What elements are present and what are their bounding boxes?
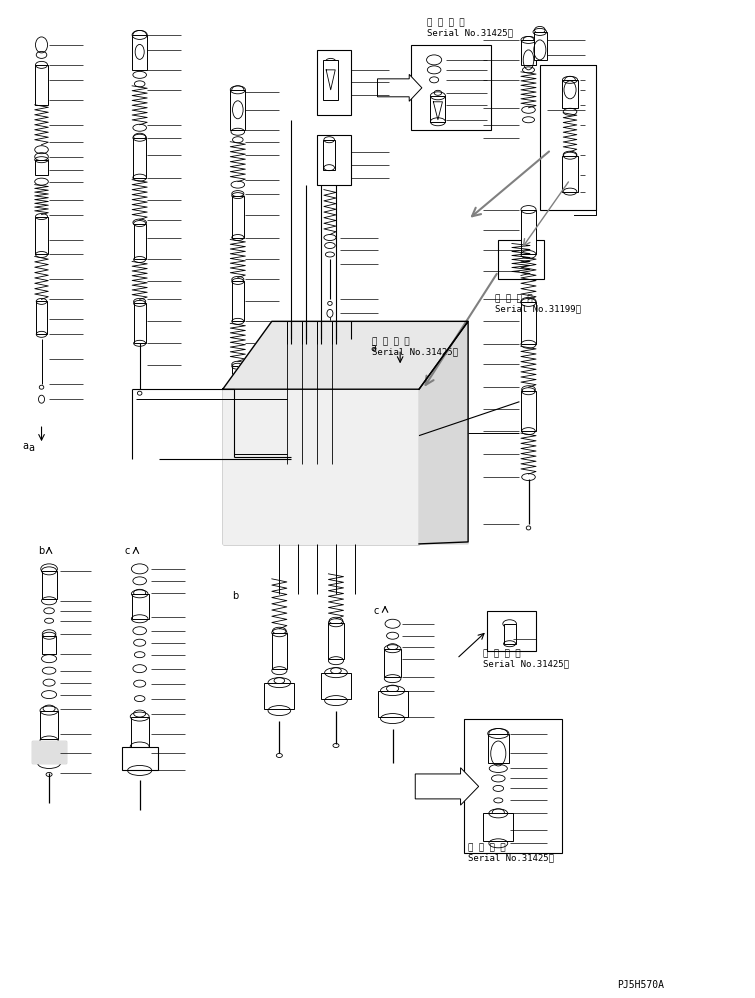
Text: c: c	[125, 546, 130, 556]
Bar	[323, 140, 335, 170]
FancyArrow shape	[378, 75, 422, 102]
Bar	[131, 717, 149, 747]
Bar	[272, 633, 287, 669]
Bar	[521, 210, 536, 254]
Text: 適 用 号 機: 適 用 号 機	[427, 18, 464, 27]
Polygon shape	[223, 389, 419, 544]
Bar	[562, 80, 578, 108]
Bar	[317, 135, 351, 185]
Bar	[384, 649, 401, 677]
Bar	[488, 734, 509, 763]
Bar	[133, 138, 146, 178]
Text: b: b	[233, 591, 239, 601]
Bar	[328, 623, 344, 659]
Bar	[430, 96, 445, 122]
Text: PJ5H570A: PJ5H570A	[618, 980, 664, 990]
Bar	[504, 624, 516, 644]
Text: a: a	[23, 441, 29, 451]
Text: Serial No.31425～: Serial No.31425～	[483, 660, 569, 669]
Bar	[35, 160, 48, 175]
Text: b: b	[38, 546, 44, 556]
Text: 適 用 号 機: 適 用 号 機	[495, 294, 532, 303]
Bar	[35, 217, 48, 254]
Text: 適 用 号 機: 適 用 号 機	[483, 650, 521, 659]
Bar	[132, 35, 147, 70]
Polygon shape	[32, 741, 66, 763]
Bar	[232, 281, 244, 321]
Bar	[35, 65, 48, 105]
Text: 適 用 号 機: 適 用 号 機	[468, 843, 506, 852]
Bar	[134, 303, 146, 343]
Bar	[396, 383, 404, 405]
Bar	[483, 813, 513, 841]
Text: a: a	[370, 343, 376, 353]
Bar	[317, 50, 351, 115]
Bar	[464, 719, 562, 853]
Bar	[521, 40, 536, 65]
Bar	[378, 691, 408, 717]
Bar	[40, 711, 58, 739]
Bar	[487, 611, 536, 651]
Polygon shape	[223, 321, 468, 389]
Bar	[223, 389, 419, 544]
Text: 適 用 号 機: 適 用 号 機	[372, 337, 410, 346]
Text: Serial No.31425～: Serial No.31425～	[468, 853, 554, 862]
Bar	[562, 156, 578, 192]
Bar	[498, 240, 544, 279]
Bar	[132, 594, 149, 619]
Text: Serial No.31425～: Serial No.31425～	[427, 28, 513, 37]
Bar	[370, 369, 445, 409]
Text: a: a	[28, 443, 34, 453]
Bar	[534, 32, 547, 60]
Bar	[521, 391, 536, 431]
Bar	[42, 571, 57, 599]
Bar	[232, 196, 244, 238]
Bar	[411, 45, 491, 130]
Bar	[32, 741, 66, 763]
Bar	[264, 683, 294, 709]
Bar	[321, 673, 351, 699]
Text: Serial No.31425～: Serial No.31425～	[372, 347, 458, 356]
FancyArrow shape	[415, 767, 479, 805]
Text: Serial No.31199～: Serial No.31199～	[495, 304, 581, 313]
Bar	[42, 636, 56, 654]
Bar	[36, 301, 47, 334]
Bar	[122, 747, 158, 770]
Text: c: c	[374, 606, 379, 616]
Bar	[323, 60, 338, 100]
Bar	[232, 366, 244, 404]
Bar	[521, 302, 536, 344]
Bar	[230, 90, 245, 130]
Bar	[540, 65, 596, 210]
Bar	[134, 224, 146, 259]
Polygon shape	[419, 323, 468, 544]
